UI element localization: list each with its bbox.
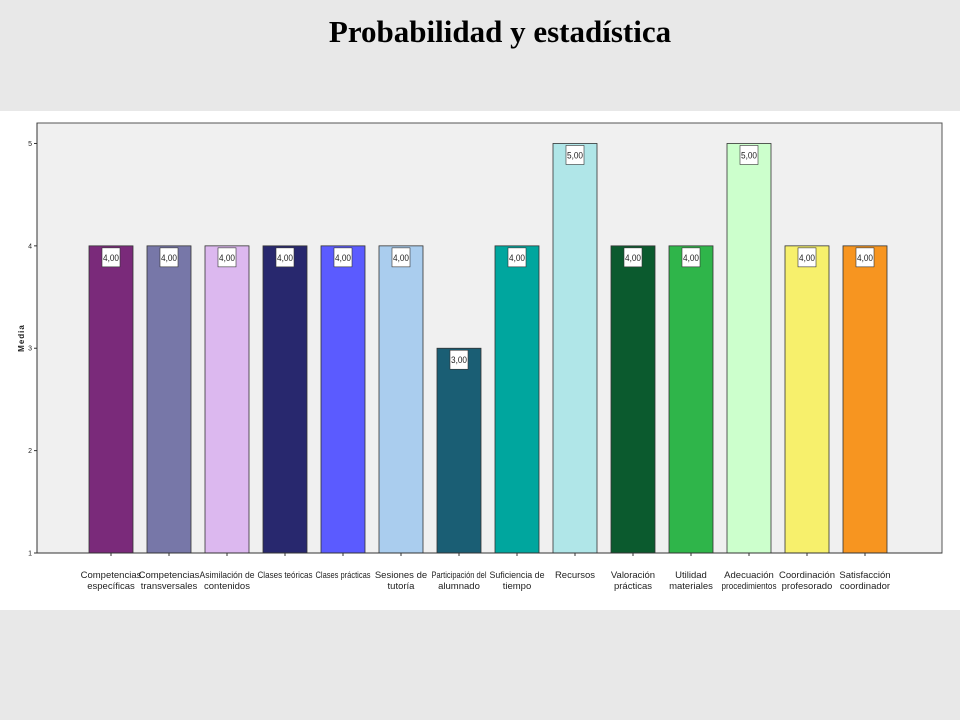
x-category-label: Suficiencia de [490, 570, 545, 581]
y-tick-label: 5 [28, 141, 32, 148]
x-category-label: procedimientos [722, 581, 777, 592]
bar-chart: 4,00 4,00 4,00 4,00 4,00 4,00 3,00 4,00 5,00 4,00… [17, 122, 943, 592]
x-category-label: Recursos [555, 570, 595, 581]
x-category-label: materiales [669, 581, 713, 592]
bar [436, 347, 482, 554]
y-tick-label: 2 [28, 448, 32, 455]
data-label: 4,00 [509, 253, 525, 264]
data-label-box [855, 247, 875, 268]
data-label-box [275, 247, 295, 268]
x-category-label: Clases prácticas [316, 570, 371, 581]
x-category-label: prácticas [614, 581, 652, 592]
data-label-box [507, 247, 527, 268]
x-category-label: específicas [87, 581, 135, 592]
y-tick-label: 4 [28, 243, 32, 250]
bar [88, 245, 134, 554]
x-category-label: profesorado [782, 581, 833, 592]
x-category-label: alumnado [438, 581, 480, 592]
slide-title: Probabilidad y estadística [328, 14, 672, 49]
x-category-label: Clases teóricas [258, 570, 313, 581]
data-label: 3,00 [451, 355, 467, 366]
x-category-label: Competencias [81, 570, 142, 581]
data-label-box [739, 145, 759, 165]
data-label: 4,00 [683, 253, 699, 264]
data-label-box [681, 247, 701, 268]
x-category-label: coordinador [840, 581, 890, 592]
chart-panel: 4,00 4,00 4,00 4,00 4,00 4,00 3,00 4,00 5,00 4,00… [0, 111, 960, 610]
x-category-label: tiempo [503, 581, 532, 592]
x-category-label: Competencias [139, 570, 200, 581]
data-label: 4,00 [799, 253, 815, 264]
data-label-box [565, 145, 585, 165]
data-label-box [391, 247, 411, 268]
x-category-label: transversales [141, 581, 198, 592]
data-label: 4,00 [219, 253, 235, 264]
data-label: 4,00 [277, 253, 293, 264]
x-category-label: Adecuación [724, 570, 774, 581]
x-category-label: Utilidad [675, 570, 707, 581]
bar [320, 245, 366, 554]
data-label: 5,00 [567, 150, 583, 161]
bar [668, 245, 714, 554]
x-category-label: tutoría [388, 581, 416, 592]
data-label-box [797, 247, 817, 268]
y-axis-title: Media [17, 324, 26, 352]
data-label-box [159, 247, 179, 268]
data-label: 4,00 [103, 253, 119, 264]
data-label-box [333, 247, 353, 268]
x-category-label: contenidos [204, 581, 250, 592]
data-label: 4,00 [857, 253, 873, 264]
data-label-box [449, 349, 469, 370]
bar [494, 245, 540, 554]
x-category-label: Satisfacción [839, 570, 890, 581]
data-label-box [217, 247, 237, 268]
data-label: 4,00 [161, 253, 177, 264]
data-label: 5,00 [741, 150, 757, 161]
data-label: 4,00 [393, 253, 409, 264]
bar [204, 245, 250, 554]
x-category-label: Coordinación [779, 570, 835, 581]
data-label-box [623, 247, 643, 268]
bar [842, 245, 888, 554]
x-category-label: Participación del [432, 570, 487, 581]
bar [552, 143, 598, 554]
x-category-label: Asimilación de [200, 570, 255, 581]
data-label: 4,00 [625, 253, 641, 264]
bar [610, 245, 656, 554]
data-label: 4,00 [335, 253, 351, 264]
bar [378, 245, 424, 554]
data-label-box [101, 247, 121, 268]
y-tick-label: 3 [28, 346, 32, 353]
bar [784, 245, 830, 554]
bar [726, 143, 772, 554]
y-tick-label: 1 [28, 551, 32, 558]
bar [146, 245, 192, 554]
x-category-label: Valoración [611, 570, 655, 581]
x-category-label: Sesiones de [375, 570, 427, 581]
bar [262, 245, 308, 554]
